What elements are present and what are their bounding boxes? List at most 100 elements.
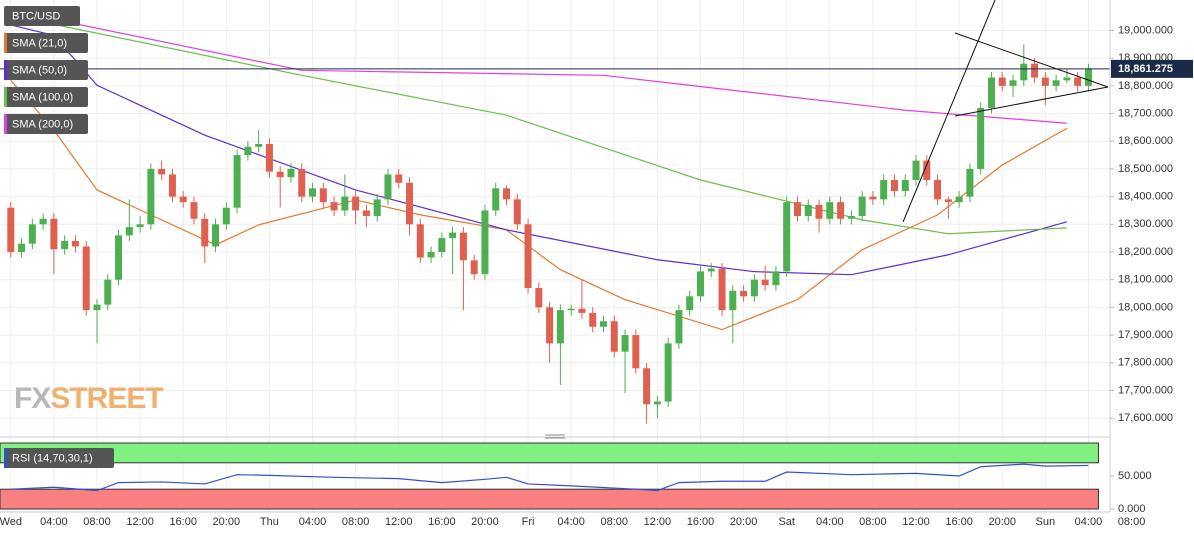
candle-body xyxy=(341,196,349,211)
legend-box[interactable] xyxy=(4,87,88,107)
rsi-panel xyxy=(0,442,1114,510)
candle-body xyxy=(632,335,640,369)
candle-body xyxy=(352,196,360,211)
candle-body xyxy=(869,196,877,200)
x-tick-label: 08:00 xyxy=(83,516,111,528)
candle-body xyxy=(125,227,133,236)
y-tick-label: 19,000.000 xyxy=(1118,24,1173,36)
x-tick-label: 04:00 xyxy=(40,516,68,528)
x-tick-label: 08:00 xyxy=(601,516,629,528)
candle-body xyxy=(686,296,694,311)
candle-body xyxy=(740,290,748,297)
x-tick-label: 20:00 xyxy=(988,516,1016,528)
y-tick-label: 18,500.000 xyxy=(1118,163,1173,175)
candle-body xyxy=(1052,80,1060,86)
candle-body xyxy=(578,308,586,313)
legend-label: SMA (50,0) xyxy=(12,64,67,76)
legend: BTC/USD SMA (21,0) SMA (50,0) SMA (100,0) SM… xyxy=(4,6,114,468)
candle-body xyxy=(212,224,220,247)
candle-body xyxy=(298,168,306,197)
candle-body xyxy=(255,144,263,147)
trend-line xyxy=(954,32,1109,88)
candle-body xyxy=(395,174,403,183)
candle-body xyxy=(147,168,155,225)
y-tick-label: 18,400.000 xyxy=(1118,191,1173,203)
legend-swatch xyxy=(4,114,7,134)
candle-body xyxy=(115,235,123,280)
legend-label: SMA (21,0) xyxy=(12,37,67,49)
legend-label: BTC/USD xyxy=(12,10,60,22)
candle-body xyxy=(384,174,392,200)
y-tick-label: 17,800.000 xyxy=(1118,357,1173,369)
candle-body xyxy=(179,196,187,203)
overbought-zone xyxy=(0,442,1099,464)
y-tick-label: 18,600.000 xyxy=(1118,135,1173,147)
divider-handle[interactable] xyxy=(545,434,565,439)
candle-body xyxy=(416,224,424,258)
candle-body xyxy=(944,199,952,203)
legend-box[interactable] xyxy=(4,114,88,134)
candle-body xyxy=(233,155,241,208)
candle-body xyxy=(459,232,467,261)
candle-body xyxy=(664,343,672,402)
candle-body xyxy=(373,199,381,216)
x-tick-label: 12:00 xyxy=(385,516,413,528)
candle-body xyxy=(1074,77,1082,86)
candle-body xyxy=(136,224,144,228)
candle-body xyxy=(966,168,974,197)
candle-body xyxy=(28,224,36,244)
x-tick-label: 04:00 xyxy=(1075,516,1103,528)
axes: 17,600.000 17,700.000 17,800.000 17,900.000… xyxy=(0,24,1193,528)
legend-swatch xyxy=(4,87,7,107)
candle-body xyxy=(653,401,661,405)
candle-body xyxy=(265,144,273,172)
x-tick-label: 16:00 xyxy=(687,516,715,528)
y-tick-label: 18,100.000 xyxy=(1118,274,1173,286)
candle-body xyxy=(7,207,15,252)
sma-line xyxy=(10,9,1067,124)
watermark-street: STREET xyxy=(50,382,163,415)
price-plot xyxy=(0,9,1110,424)
candle-body xyxy=(1031,63,1039,78)
candle-body xyxy=(729,290,737,311)
candle-body xyxy=(524,224,532,288)
legend-box[interactable] xyxy=(4,6,80,26)
candle-body xyxy=(556,310,564,344)
x-tick-label: 08:00 xyxy=(1118,516,1146,528)
candle-body xyxy=(826,202,834,219)
x-tick-label: Thu xyxy=(260,516,279,528)
x-tick-label: 20:00 xyxy=(471,516,499,528)
candle-body xyxy=(158,168,166,175)
candle-body xyxy=(675,310,683,344)
x-tick-label: 16:00 xyxy=(428,516,456,528)
candle-body xyxy=(190,202,198,219)
legend-swatch xyxy=(4,33,7,53)
y-tick-label: 18,300.000 xyxy=(1118,218,1173,230)
candle-body xyxy=(61,240,69,250)
candle-body xyxy=(244,146,252,156)
last-price-box xyxy=(1111,59,1193,78)
candle-body xyxy=(696,271,704,297)
candle-body xyxy=(955,196,963,203)
last-price-label: 18,861.275 xyxy=(1118,63,1173,75)
sma-line xyxy=(10,14,1067,235)
legend-label: SMA (100,0) xyxy=(12,91,73,103)
candle-body xyxy=(599,321,607,327)
legend-box[interactable] xyxy=(4,33,88,53)
legend-box[interactable] xyxy=(4,448,114,468)
x-tick-label: 12:00 xyxy=(126,516,154,528)
y-tick-label: 17,700.000 xyxy=(1118,384,1173,396)
candle-body xyxy=(783,202,791,272)
candle-body xyxy=(804,204,812,216)
triangle-pattern xyxy=(902,0,1109,223)
x-tick-label: 12:00 xyxy=(902,516,930,528)
candle-body xyxy=(912,160,920,180)
legend-box[interactable] xyxy=(4,60,88,80)
x-tick-label: 20:00 xyxy=(730,516,758,528)
x-tick-label: 08:00 xyxy=(342,516,370,528)
candle-body xyxy=(503,188,511,200)
candle-body xyxy=(987,77,995,108)
rsi-tick-label: 50.000 xyxy=(1118,470,1152,482)
candle-body xyxy=(761,279,769,286)
